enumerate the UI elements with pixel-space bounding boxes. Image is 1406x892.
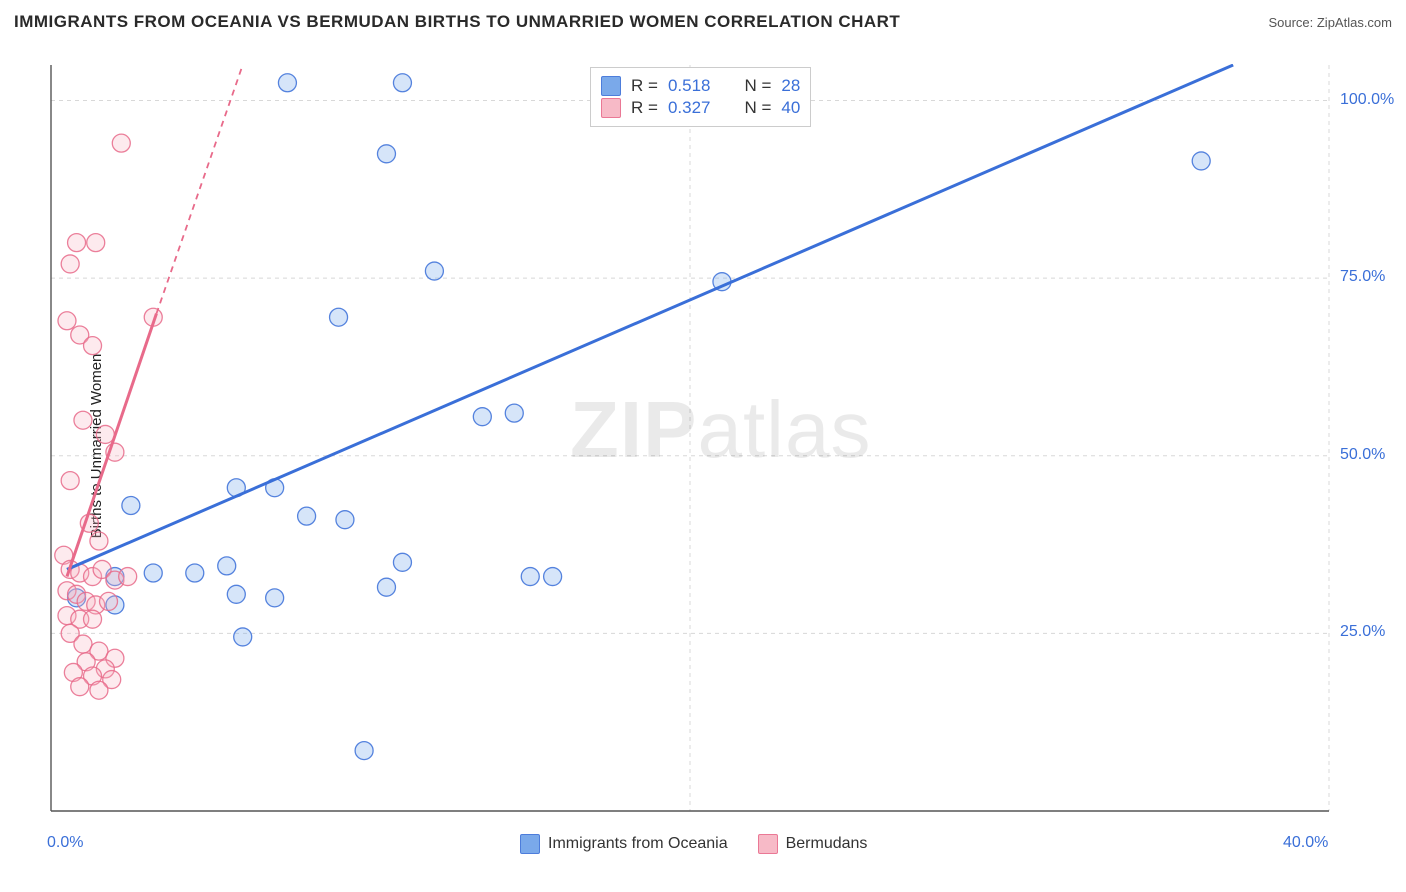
legend-n-label: N = — [744, 98, 771, 118]
header: IMMIGRANTS FROM OCEANIA VS BERMUDAN BIRT… — [14, 12, 1392, 32]
series-legend: Immigrants from Oceania Bermudans — [520, 834, 867, 854]
series-name: Immigrants from Oceania — [548, 835, 728, 853]
legend-n-label: N = — [744, 76, 771, 96]
series-legend-item: Bermudans — [758, 834, 868, 854]
legend-swatch — [758, 834, 778, 854]
legend-r-label: R = — [631, 98, 658, 118]
legend-r-label: R = — [631, 76, 658, 96]
correlation-legend: R = 0.518 N = 28 R = 0.327 N = 40 — [590, 67, 811, 127]
y-tick-label: 25.0% — [1340, 623, 1385, 641]
chart-area: ZIPatlas R =0.518N =28R =0.327N =40 Immi… — [50, 64, 1330, 812]
legend-swatch — [601, 98, 621, 118]
y-tick-label: 75.0% — [1340, 268, 1385, 286]
legend-row: R = 0.518 N = 28 — [601, 76, 800, 96]
legend-r-value: 0.518 — [668, 76, 711, 96]
legend-r-value: 0.327 — [668, 98, 711, 118]
legend-n-value: 28 — [781, 76, 800, 96]
source-link[interactable]: ZipAtlas.com — [1317, 15, 1392, 30]
series-name: Bermudans — [786, 835, 868, 853]
x-tick-label: 40.0% — [1283, 834, 1328, 852]
x-tick-label: 0.0% — [47, 834, 83, 852]
legend-n-value: 40 — [781, 98, 800, 118]
page-title: IMMIGRANTS FROM OCEANIA VS BERMUDAN BIRT… — [14, 12, 900, 32]
y-tick-label: 50.0% — [1340, 446, 1385, 464]
y-tick-label: 100.0% — [1340, 91, 1394, 109]
source-attribution: Source: ZipAtlas.com — [1268, 15, 1392, 30]
legend-swatch — [520, 834, 540, 854]
series-legend-item: Immigrants from Oceania — [520, 834, 728, 854]
source-prefix: Source: — [1268, 15, 1316, 30]
legend-row: R = 0.327 N = 40 — [601, 98, 800, 118]
scatter-plot-svg — [50, 64, 1330, 812]
legend-swatch — [601, 76, 621, 96]
